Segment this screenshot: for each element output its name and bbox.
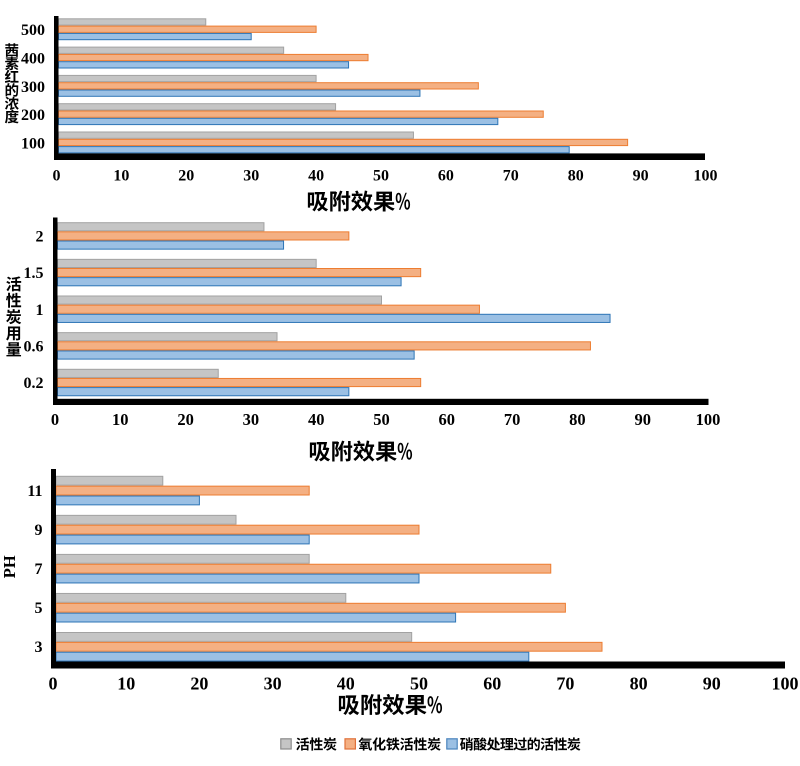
svg-text:400: 400 — [21, 51, 45, 68]
svg-text:30: 30 — [243, 168, 259, 185]
svg-text:20: 20 — [178, 168, 194, 185]
svg-text:20: 20 — [190, 673, 208, 693]
svg-text:10: 10 — [117, 673, 135, 693]
svg-text:100: 100 — [772, 673, 799, 693]
svg-text:60: 60 — [483, 673, 501, 693]
svg-text:50: 50 — [373, 168, 389, 185]
svg-text:80: 80 — [569, 410, 586, 429]
svg-text:PH: PH — [0, 555, 19, 578]
svg-text:0: 0 — [53, 168, 61, 185]
svg-text:5: 5 — [35, 600, 43, 617]
svg-text:300: 300 — [21, 79, 45, 96]
svg-text:0.6: 0.6 — [24, 338, 44, 355]
svg-text:70: 70 — [504, 410, 521, 429]
svg-text:100: 100 — [694, 168, 718, 185]
svg-text:40: 40 — [308, 410, 325, 429]
svg-text:60: 60 — [438, 168, 454, 185]
svg-text:200: 200 — [21, 107, 45, 124]
svg-text:2: 2 — [36, 229, 44, 246]
svg-text:11: 11 — [27, 483, 42, 500]
svg-text:100: 100 — [696, 410, 721, 429]
svg-text:50: 50 — [373, 410, 390, 429]
svg-text:60: 60 — [439, 410, 456, 429]
svg-text:1: 1 — [36, 302, 44, 319]
svg-text:80: 80 — [568, 168, 584, 185]
svg-text:90: 90 — [633, 168, 649, 185]
svg-text:0: 0 — [51, 410, 59, 429]
svg-text:9: 9 — [35, 522, 43, 539]
svg-text:10: 10 — [112, 410, 129, 429]
svg-text:40: 40 — [308, 168, 324, 185]
svg-text:70: 70 — [503, 168, 519, 185]
svg-text:90: 90 — [634, 410, 651, 429]
svg-text:70: 70 — [556, 673, 574, 693]
svg-text:50: 50 — [410, 673, 428, 693]
svg-text:100: 100 — [21, 135, 45, 152]
svg-text:10: 10 — [113, 168, 129, 185]
svg-text:0: 0 — [49, 673, 58, 693]
svg-text:20: 20 — [177, 410, 194, 429]
svg-text:90: 90 — [703, 673, 721, 693]
svg-text:30: 30 — [264, 673, 282, 693]
svg-text:80: 80 — [630, 673, 648, 693]
svg-text:1.5: 1.5 — [24, 265, 44, 282]
svg-text:0.2: 0.2 — [24, 375, 44, 392]
svg-text:3: 3 — [35, 639, 43, 656]
svg-text:30: 30 — [243, 410, 260, 429]
svg-text:40: 40 — [337, 673, 355, 693]
svg-text:500: 500 — [21, 22, 45, 39]
svg-text:7: 7 — [35, 561, 43, 578]
